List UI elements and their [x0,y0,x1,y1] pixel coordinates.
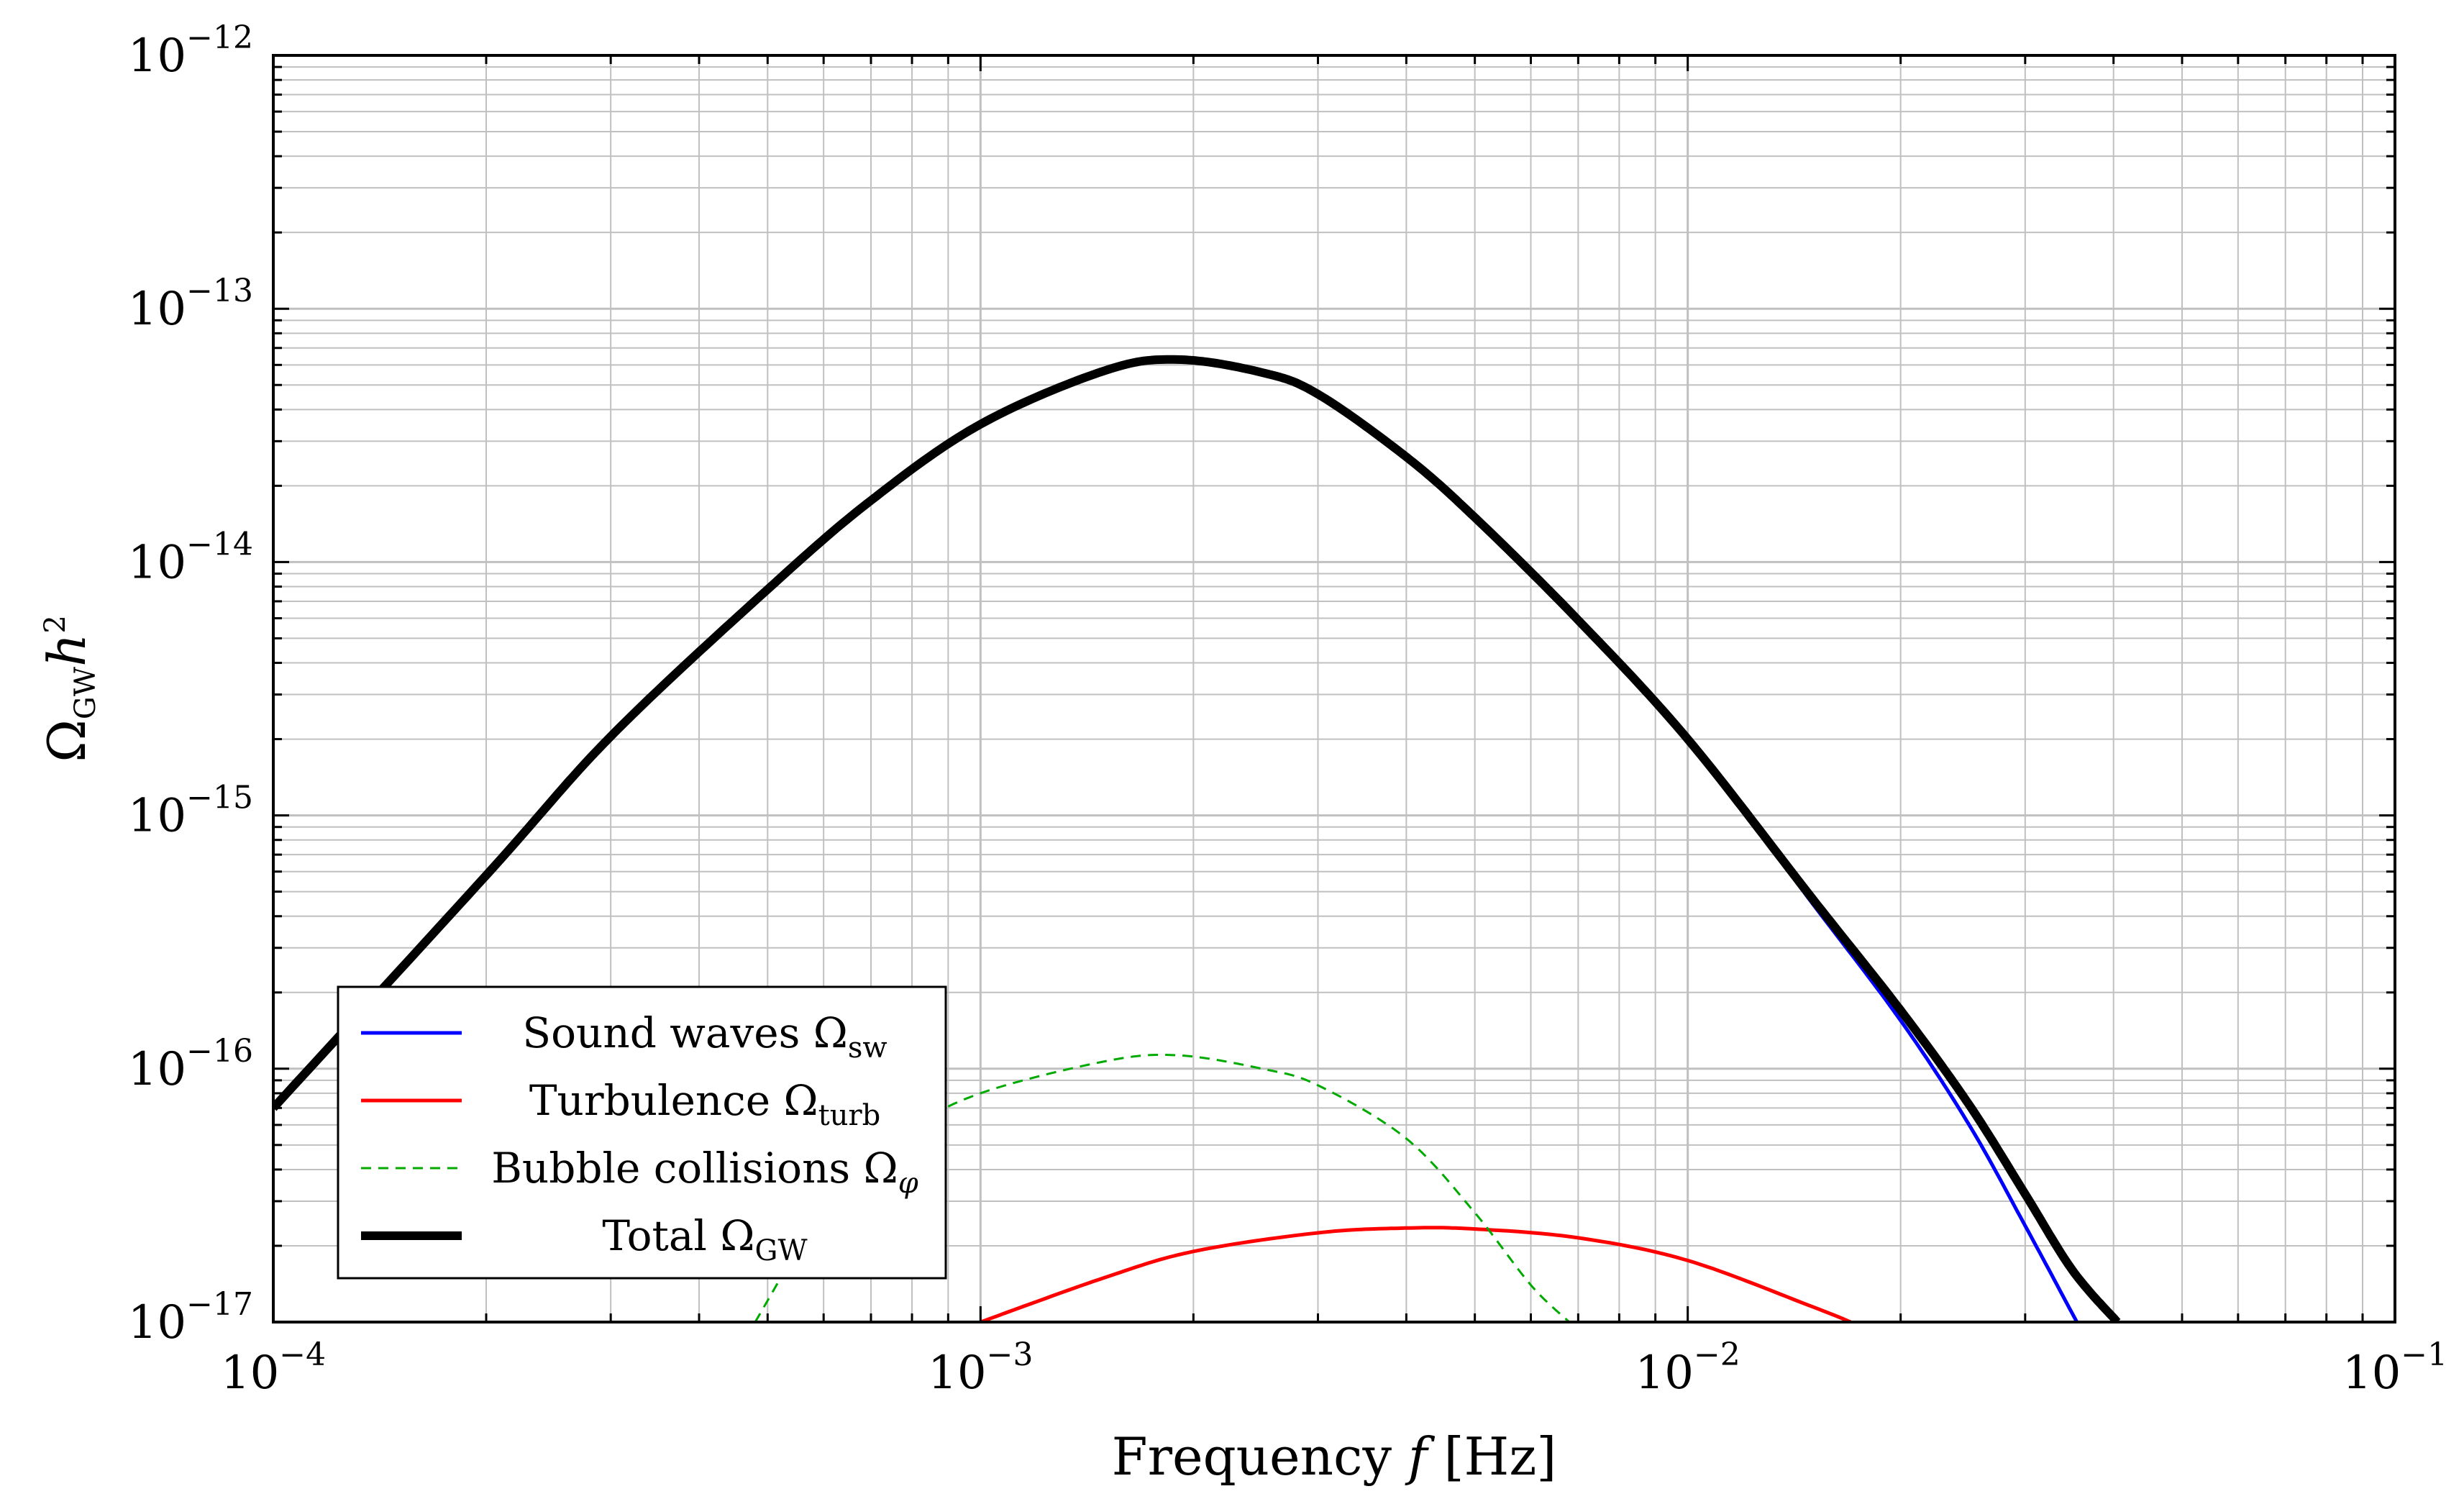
y-tick-label: 10−14 [128,526,253,589]
y-axis-label: ΩGWh2 [37,615,102,762]
legend-label: Total ΩGW [602,1211,807,1267]
y-axis-label-main: Ω [37,719,97,762]
y-tick-label: 10−17 [128,1286,253,1349]
x-axis-label-post: [Hz] [1428,1426,1557,1487]
y-tick-label: 10−12 [128,19,253,83]
y-axis-label-var: h [37,634,97,667]
x-axis-label-pre: Frequency [1112,1426,1408,1487]
y-axis-label-sub: GW [69,667,102,719]
legend-box [337,985,947,1280]
series-layer [273,355,2121,1322]
y-tick-label: 10−13 [128,273,253,336]
legend-label: Turbulence Ωturb [529,1076,880,1132]
tick-labels: 10−4 10−3 10−2 10−1 10−12 10−13 10−14 10−15 10−1… [128,19,2447,1400]
x-tick-label: 10−3 [928,1336,1033,1400]
series-line-turb [980,1226,1852,1322]
y-tick-label: 10−16 [128,1033,253,1096]
legend-label: Bubble collisions Ωφ [491,1144,918,1200]
x-tick-label: 10−1 [2342,1336,2447,1400]
series-line-GW [273,355,2121,1322]
y-axis-label-sup: 2 [39,615,72,633]
legend-label: Sound waves Ωsw [522,1008,887,1065]
ticks [272,55,2395,1323]
grid [272,55,2395,1323]
legend: Sound waves Ωsw Turbulence Ωturb Bubble co… [337,985,947,1280]
plot-frame [272,54,2396,1323]
x-tick-label: 10−4 [221,1336,326,1400]
y-tick-label: 10−15 [128,780,253,843]
x-tick-label: 10−2 [1635,1336,1740,1400]
x-axis-label: Frequency f [Hz] [1112,1426,1557,1487]
